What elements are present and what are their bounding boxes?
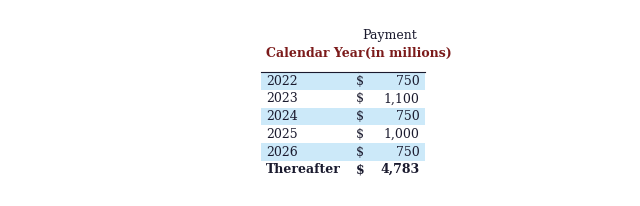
Bar: [261, 108, 425, 125]
Text: 2023: 2023: [266, 92, 298, 105]
Text: 4,783: 4,783: [381, 163, 420, 176]
Bar: [261, 143, 425, 161]
Bar: [261, 72, 425, 90]
Text: Thereafter: Thereafter: [266, 163, 341, 176]
Text: 2026: 2026: [266, 145, 298, 158]
Text: $: $: [356, 110, 364, 123]
Text: 750: 750: [396, 75, 420, 88]
Text: Payment: Payment: [363, 29, 417, 42]
Text: $: $: [356, 75, 364, 88]
Text: (in millions): (in millions): [365, 47, 452, 60]
Text: $: $: [356, 145, 364, 158]
Text: 1,100: 1,100: [384, 92, 420, 105]
Text: 1,000: 1,000: [384, 128, 420, 141]
Text: $: $: [356, 163, 365, 176]
Text: 2024: 2024: [266, 110, 298, 123]
Text: $: $: [356, 128, 364, 141]
Text: 750: 750: [396, 145, 420, 158]
Text: 750: 750: [396, 110, 420, 123]
Text: 2022: 2022: [266, 75, 298, 88]
Text: $: $: [356, 92, 364, 105]
Text: Calendar Year: Calendar Year: [266, 47, 365, 60]
Text: 2025: 2025: [266, 128, 298, 141]
